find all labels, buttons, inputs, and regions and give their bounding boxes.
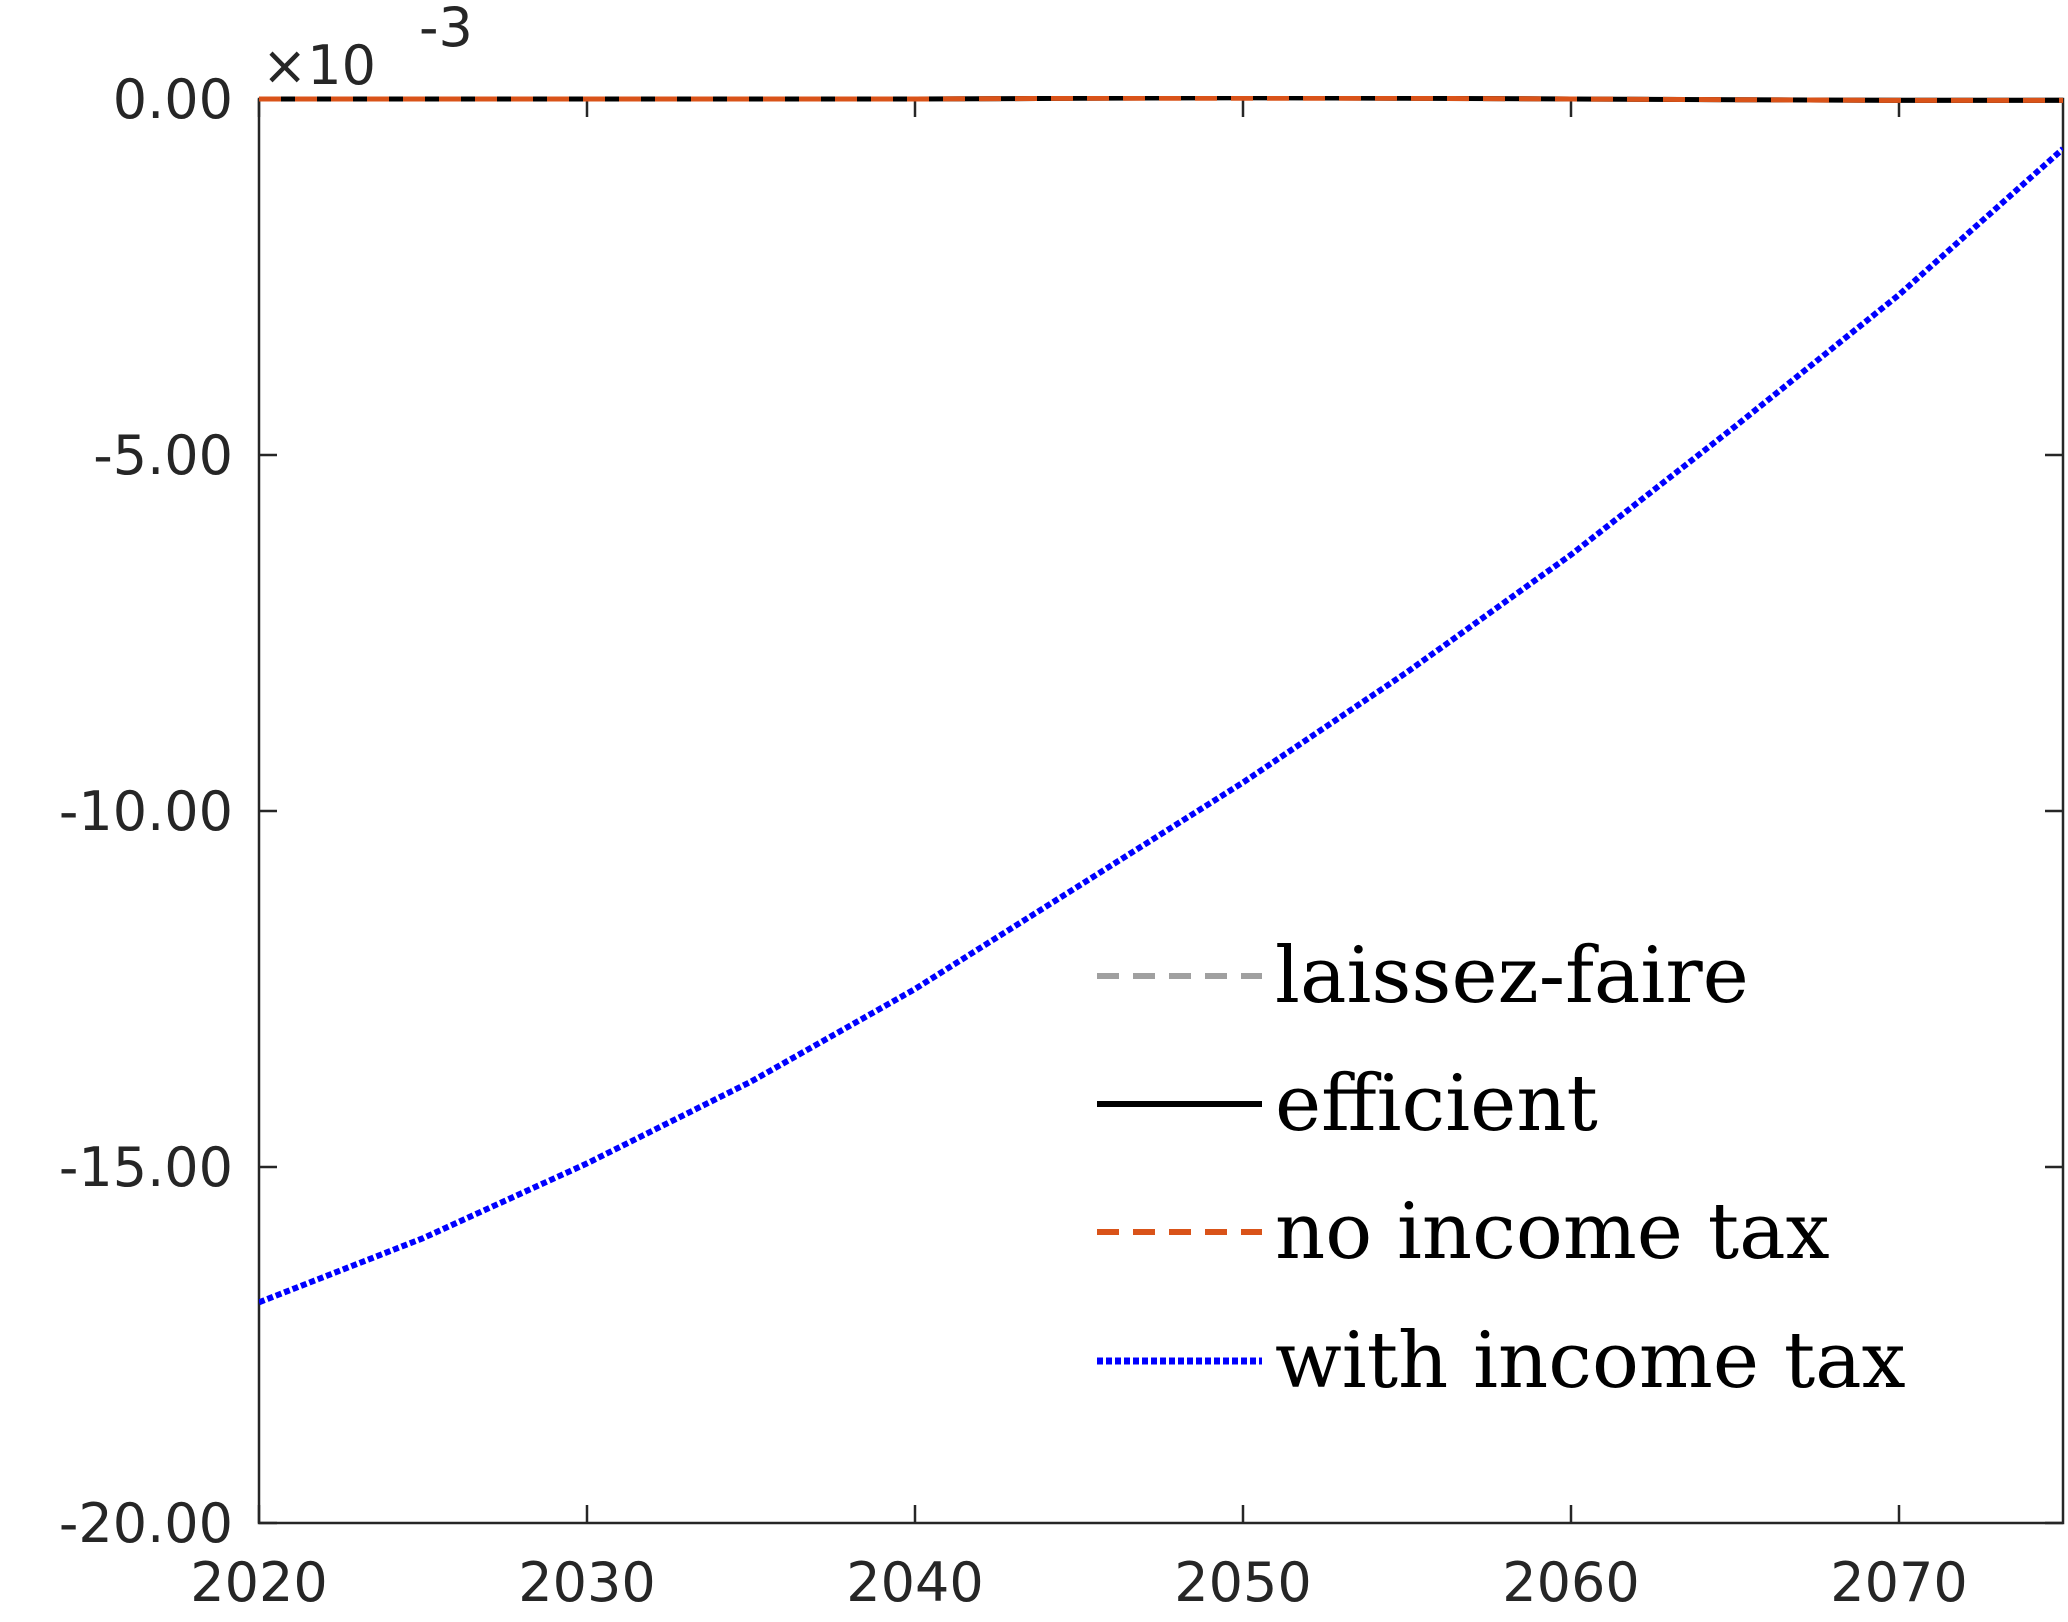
x-tick-label: 2060 (1502, 1551, 1639, 1614)
x-tick-label: 2050 (1174, 1551, 1311, 1614)
legend-label-1: laissez-faire (1275, 931, 1749, 1021)
x-tick-label: 2030 (518, 1551, 655, 1614)
x-tick-label: 2040 (846, 1551, 983, 1614)
y-tick-label: -15.00 (59, 1136, 233, 1199)
y-exponent-power: -3 (419, 0, 473, 59)
x-tick-label: 2070 (1830, 1551, 1967, 1614)
plot-area (259, 99, 2063, 1523)
series-line-4 (259, 146, 2063, 1306)
plot-background (259, 99, 2063, 1523)
y-tick-label: -5.00 (93, 424, 233, 487)
x-tick-label: 2020 (190, 1551, 327, 1614)
y-tick-label: -10.00 (59, 780, 233, 843)
series-lines (259, 96, 2063, 1306)
legend-label-3: no income tax (1275, 1187, 1830, 1277)
legend-label-2: efficient (1275, 1059, 1598, 1149)
y-tick-label: 0.00 (113, 68, 233, 131)
y-tick-label: -20.00 (59, 1492, 233, 1555)
tick-labels: 2020 2030 2040 2050 2060 2070 0.00 -5.00 -10.00 -… (59, 0, 1968, 1614)
y-exponent-label: ×10 (262, 34, 376, 97)
series-line-3 (259, 96, 2063, 103)
legend: laissez-faire efficient no income tax with … (1097, 931, 1906, 1406)
legend-label-4: with income tax (1275, 1316, 1906, 1406)
